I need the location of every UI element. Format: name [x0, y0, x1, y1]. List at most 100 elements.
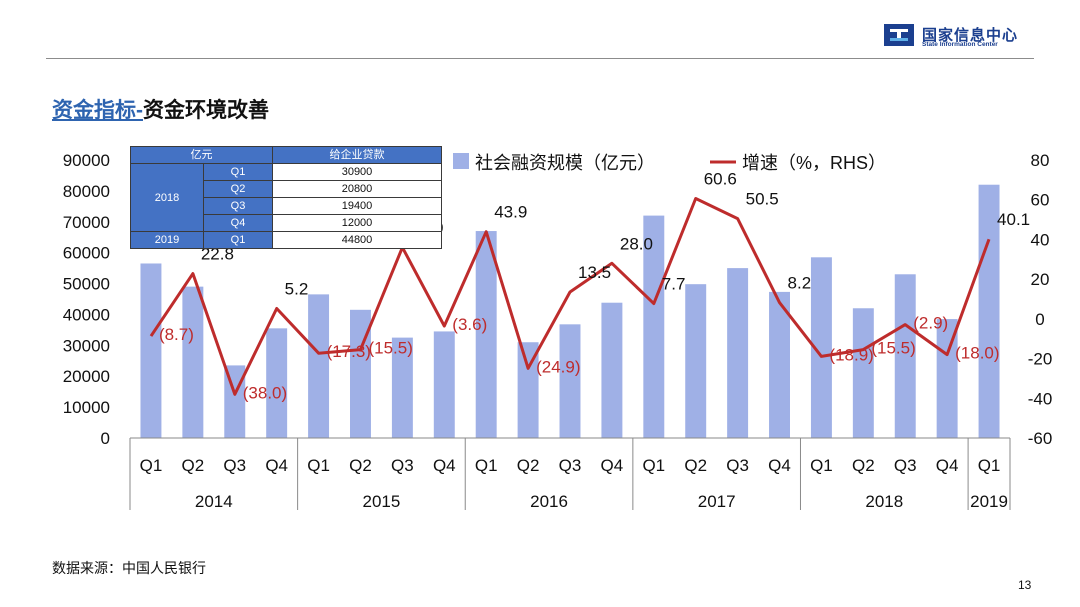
x-axis-quarter-label: Q3 [559, 456, 582, 475]
bar-financing [810, 257, 832, 438]
table-value-cell: 12000 [272, 214, 442, 232]
logo-mark-icon [884, 24, 914, 46]
right-axis-tick-label: -40 [1028, 389, 1053, 408]
table-header-unit: 亿元 [130, 146, 273, 164]
bar-financing [517, 342, 539, 438]
x-axis-quarter-label: Q2 [517, 456, 540, 475]
corporate-loan-table: 亿元 给企业贷款 2018 Q1 30900 Q2 20800 Q3 19400… [130, 146, 442, 249]
growth-data-label: 50.5 [746, 190, 779, 209]
x-axis-quarter-label: Q3 [726, 456, 749, 475]
x-axis-quarter-label: Q4 [265, 456, 288, 475]
page-title-text: 资金环境改善 [143, 99, 269, 122]
x-axis-quarter-label: Q2 [684, 456, 707, 475]
x-axis-year-label: 2016 [530, 492, 568, 511]
growth-data-label: (18.0) [955, 344, 999, 363]
x-axis-quarter-label: Q3 [391, 456, 414, 475]
x-axis-year-label: 2018 [865, 492, 903, 511]
left-axis-tick-label: 20000 [63, 367, 110, 386]
state-information-center-logo: 国家信息中心 State Information Center [884, 24, 1034, 50]
left-axis-tick-label: 50000 [63, 275, 110, 294]
bar-financing [391, 337, 413, 438]
growth-data-label: (3.6) [452, 315, 487, 334]
bar-financing [266, 328, 288, 438]
growth-line [149, 197, 991, 396]
left-axis-tick-label: 10000 [63, 398, 110, 417]
bar-financing [559, 324, 581, 438]
bar-financing [727, 268, 749, 438]
bar-financing [894, 274, 916, 438]
right-axis-tick-label: 80 [1031, 151, 1050, 170]
data-source-note: 数据来源：中国人民银行 [52, 560, 206, 576]
growth-data-label: 40.1 [997, 210, 1030, 229]
growth-data-label: (17.3) [327, 342, 371, 361]
bar-financing [643, 215, 665, 438]
growth-data-label: 7.7 [662, 275, 686, 294]
left-axis-tick-label: 40000 [63, 305, 110, 324]
left-axis-tick-label: 70000 [63, 213, 110, 232]
left-axis-tick-label: 90000 [63, 151, 110, 170]
bar-financing [308, 294, 330, 438]
left-axis-tick-label: 80000 [63, 182, 110, 201]
growth-data-label: 60.6 [704, 170, 737, 189]
right-axis-tick-label: -20 [1028, 350, 1053, 369]
table-quarter-cell: Q3 [203, 197, 273, 215]
growth-data-label: (15.5) [871, 339, 915, 358]
x-axis-year-label: 2017 [698, 492, 736, 511]
x-axis-quarter-label: Q2 [349, 456, 372, 475]
table-quarter-cell: Q4 [203, 214, 273, 232]
table-row: Q2 20800 [131, 180, 442, 198]
page-title-link[interactable]: 资金指标- [52, 99, 143, 122]
x-axis-quarter-label: Q3 [223, 456, 246, 475]
table-header-loans: 给企业贷款 [272, 146, 442, 164]
table-row: 2019 Q1 44800 [130, 231, 442, 249]
growth-data-label: (18.9) [829, 345, 873, 364]
growth-data-label: (38.0) [243, 383, 287, 402]
x-axis-quarter-label: Q2 [852, 456, 875, 475]
x-axis-quarter-label: Q1 [140, 456, 163, 475]
growth-data-label: (15.5) [368, 339, 412, 358]
x-axis-quarter-label: Q4 [601, 456, 624, 475]
x-axis-quarter-label: Q3 [894, 456, 917, 475]
table-row: 2018 Q1 30900 [130, 163, 442, 232]
x-axis-quarter-label: Q1 [978, 456, 1001, 475]
bar-financing [140, 263, 162, 438]
table-row: Q3 19400 [131, 197, 442, 215]
x-axis-quarter-label: Q4 [936, 456, 959, 475]
x-axis-quarter-label: Q4 [433, 456, 456, 475]
x-axis-year-label: 2015 [363, 492, 401, 511]
table-value-cell: 44800 [272, 231, 442, 249]
growth-data-label: (24.9) [536, 357, 580, 376]
logo-english-text: State Information Center [922, 41, 998, 48]
growth-data-label: 43.9 [494, 203, 527, 222]
legend-bar-label: 社会融资规模（亿元） [475, 153, 655, 173]
right-axis-tick-label: 60 [1031, 191, 1050, 210]
bar-financing [475, 231, 497, 438]
table-value-cell: 20800 [272, 180, 442, 198]
left-axis-tick-label: 0 [101, 429, 110, 448]
growth-data-label: (8.7) [159, 325, 194, 344]
table-quarter-cell: Q1 [203, 163, 273, 181]
bar-financing [601, 302, 623, 438]
table-quarter-cell: Q1 [203, 231, 273, 249]
table-quarter-cell: Q2 [203, 180, 273, 198]
table-row: Q4 12000 [131, 214, 442, 232]
x-axis-year-label: 2019 [970, 492, 1008, 511]
table-value-cell: 19400 [272, 197, 442, 215]
growth-data-label: (2.9) [913, 314, 948, 333]
page-number: 13 [1018, 578, 1032, 592]
x-axis-quarter-label: Q1 [307, 456, 330, 475]
right-axis-tick-label: 40 [1031, 230, 1050, 249]
growth-data-label: 28.0 [620, 234, 653, 253]
bar-financing [350, 309, 371, 438]
right-axis-tick-label: 0 [1035, 310, 1044, 329]
x-axis-quarter-label: Q1 [810, 456, 833, 475]
growth-data-label: 22.8 [201, 245, 234, 264]
header-divider [46, 58, 1034, 59]
growth-data-label: 13.5 [578, 263, 611, 282]
bar-financing [936, 319, 958, 438]
bar-financing [433, 331, 455, 438]
bar-financing [182, 286, 204, 438]
legend-bar-swatch [453, 153, 469, 169]
right-axis-tick-label: -60 [1028, 429, 1053, 448]
table-value-cell: 30900 [272, 163, 442, 181]
